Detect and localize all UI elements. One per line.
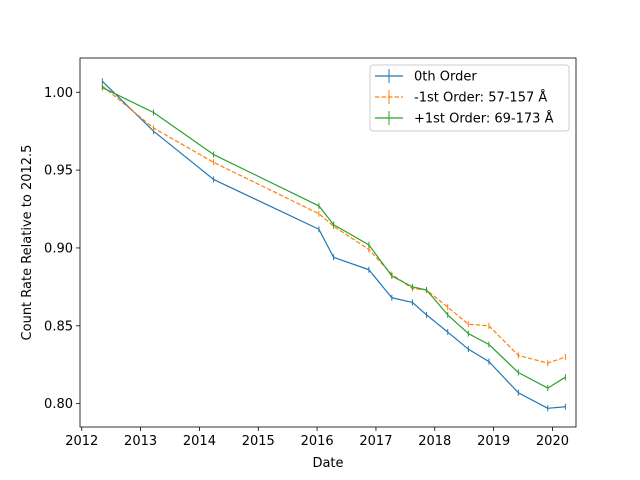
x-tick-label: 2012 — [65, 434, 98, 449]
y-tick-label: 0.85 — [44, 319, 73, 334]
x-axis-label: Date — [312, 456, 343, 471]
y-axis-ticks: 0.80 0.85 0.90 0.95 1.00 — [44, 86, 80, 412]
legend-label: -1st Order: 57-157 Å — [414, 90, 547, 106]
y-tick-label: 0.80 — [44, 397, 73, 412]
legend-label: 0th Order — [414, 70, 477, 85]
x-tick-label: 2019 — [477, 434, 510, 449]
legend-frame — [369, 64, 570, 132]
y-tick-label: 0.95 — [44, 164, 73, 179]
x-tick-label: 2013 — [124, 434, 157, 449]
x-tick-label: 2016 — [301, 434, 334, 449]
x-tick-label: 2014 — [183, 434, 216, 449]
x-tick-label: 2018 — [418, 434, 451, 449]
x-tick-label: 2020 — [536, 434, 569, 449]
x-tick-label: 2017 — [359, 434, 392, 449]
legend-items: 0th Order -1st Order: 57-157 Å +1st Order:… — [375, 69, 554, 127]
legend-label: +1st Order: 69-173 Å — [414, 111, 554, 127]
y-tick-label: 1.00 — [44, 86, 73, 101]
plot-frame — [79, 57, 577, 428]
legend: 0th Order -1st Order: 57-157 Å +1st Order:… — [369, 64, 570, 132]
plot-lines — [101, 78, 566, 412]
x-axis-ticks: 2012 2013 2014 2015 2016 2017 2018 2019 2020 — [65, 427, 569, 449]
y-axis-label: Count Rate Relative to 2012.5 — [20, 145, 35, 341]
x-tick-label: 2015 — [242, 434, 275, 449]
y-tick-label: 0.90 — [44, 241, 73, 256]
